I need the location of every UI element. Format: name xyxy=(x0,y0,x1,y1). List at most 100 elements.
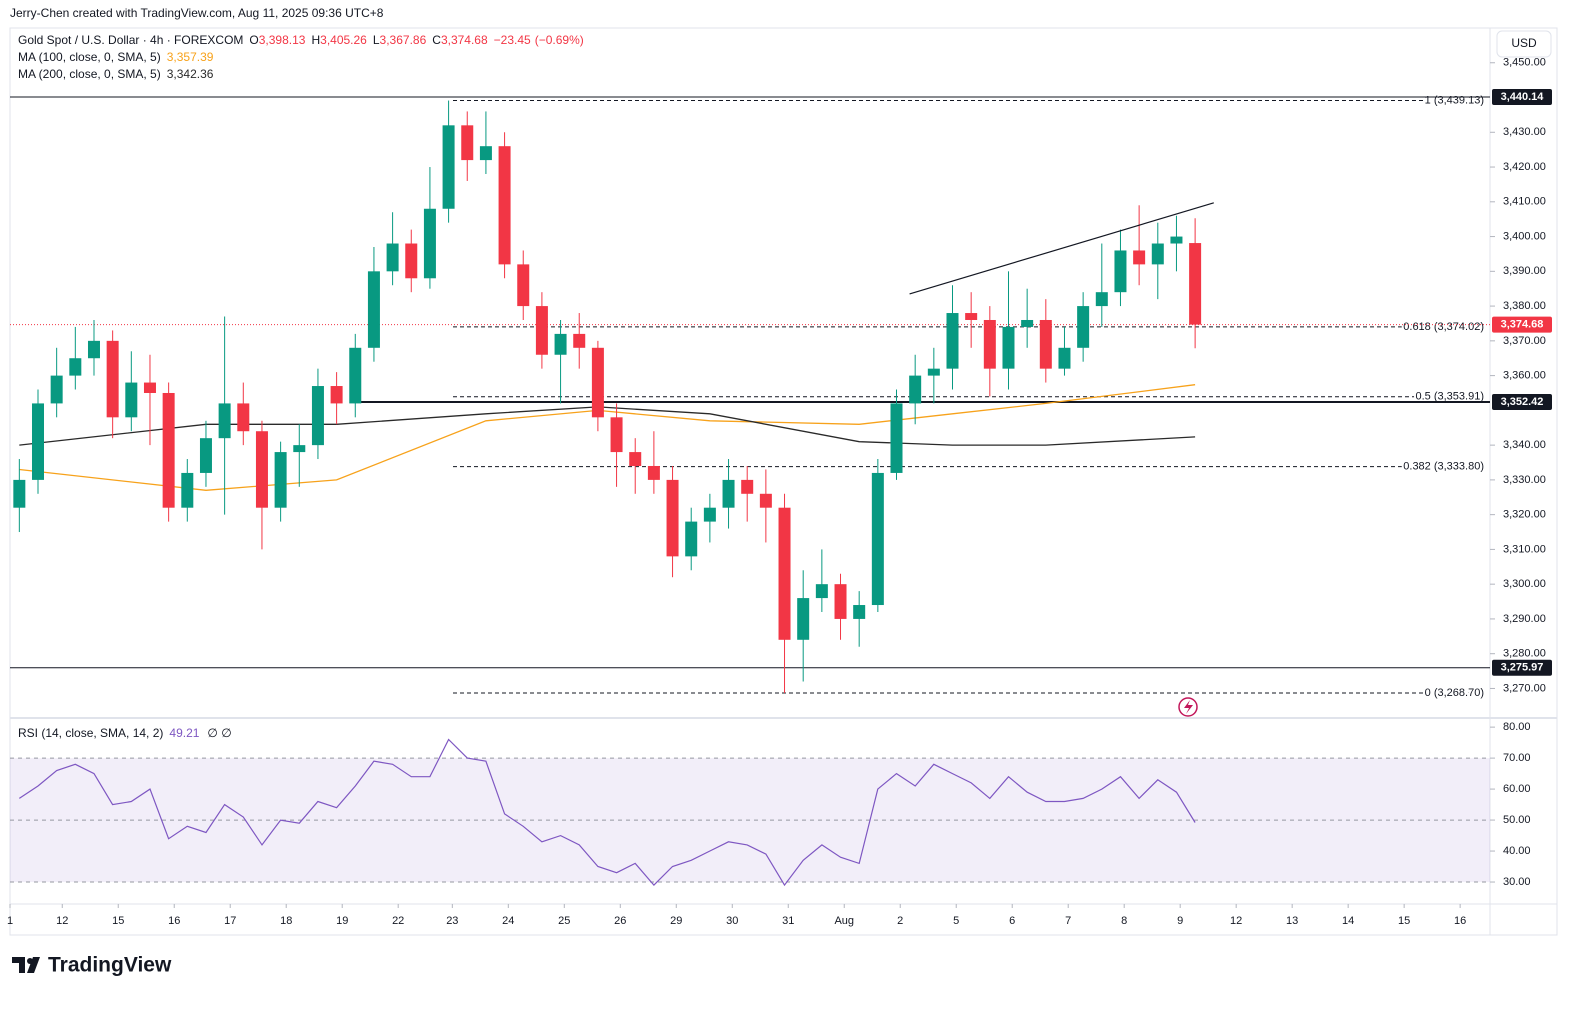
x-tick-label: 5 xyxy=(953,915,959,927)
candle-body xyxy=(1114,250,1127,293)
x-tick-label: 22 xyxy=(392,915,404,927)
candle-body xyxy=(909,375,922,404)
x-tick-label: 8 xyxy=(1121,915,1127,927)
candle-body xyxy=(759,493,772,508)
legend-ma: MA (100, close, 0, SMA, 5) 3,357.39 xyxy=(18,50,214,64)
x-tick-label: 16 xyxy=(168,915,180,927)
candle-body xyxy=(573,333,586,348)
candle-body xyxy=(797,598,810,640)
x-tick-label: 24 xyxy=(502,915,514,927)
x-tick-label: 18 xyxy=(280,915,292,927)
ohlc-label: L xyxy=(373,33,380,47)
y-tick-label: 3,410.00 xyxy=(1503,196,1546,208)
y-tick-label: 3,380.00 xyxy=(1503,300,1546,312)
candle-body xyxy=(871,472,884,606)
ohlc-value: 3,405.26 xyxy=(320,33,367,47)
x-tick-label: 1 xyxy=(7,915,13,927)
candle-body xyxy=(535,306,548,355)
candle-body xyxy=(1077,306,1090,348)
x-tick-label: 7 xyxy=(1065,915,1071,927)
x-tick-label: 2 xyxy=(897,915,903,927)
candle-body xyxy=(703,507,716,522)
candle-body xyxy=(554,333,567,355)
x-tick-label: 30 xyxy=(726,915,738,927)
candle-body xyxy=(311,386,324,446)
x-tick-label: 26 xyxy=(614,915,626,927)
ma-name: MA (200, close, 0, SMA, 5) xyxy=(18,67,161,81)
candle-body xyxy=(1151,243,1164,265)
currency-button[interactable] xyxy=(1496,30,1552,58)
candle-body xyxy=(479,146,492,161)
fib-label: 1 (3,439.13) xyxy=(1425,94,1484,106)
candle-body xyxy=(815,584,828,599)
legend: Gold Spot / U.S. Dollar · 4h · FOREXCOM O… xyxy=(18,33,584,740)
ohlc-label: O xyxy=(249,33,258,47)
ma-value: 3,342.36 xyxy=(167,67,214,81)
candle-body xyxy=(927,368,940,376)
x-tick-label: 17 xyxy=(224,915,236,927)
y-tick-label: 3,420.00 xyxy=(1503,161,1546,173)
y-tick-label: 60.00 xyxy=(1503,783,1531,795)
y-tick-label: 3,370.00 xyxy=(1503,335,1546,347)
x-tick-label: 12 xyxy=(1230,915,1242,927)
candle-body xyxy=(1095,292,1108,307)
ohlc-value: 3,367.86 xyxy=(380,33,427,47)
x-tick-label: 9 xyxy=(1177,915,1183,927)
candle-body xyxy=(386,243,399,272)
legend-title: Gold Spot / U.S. Dollar · 4h · FOREXCOM O… xyxy=(18,33,584,47)
y-tick-label: 3,300.00 xyxy=(1503,578,1546,590)
candle-body xyxy=(218,403,231,439)
candle-body xyxy=(13,479,26,508)
x-tick-label: 31 xyxy=(782,915,794,927)
fib-label: 0.382 (3,333.80) xyxy=(1403,461,1484,473)
fib-label: 0.618 (3,374.02) xyxy=(1403,321,1484,333)
y-tick-label: 3,280.00 xyxy=(1503,648,1546,660)
y-tick-label: 30.00 xyxy=(1503,876,1531,888)
candle-body xyxy=(255,431,268,508)
y-tick-label: 3,270.00 xyxy=(1503,682,1546,694)
candle-body xyxy=(1170,236,1183,244)
candle-body xyxy=(31,403,44,480)
candle-body xyxy=(125,382,138,418)
candle-body xyxy=(405,243,418,279)
y-tick-label: 3,330.00 xyxy=(1503,474,1546,486)
y-tick-label: 3,390.00 xyxy=(1503,265,1546,277)
candle-body xyxy=(498,146,511,265)
legend-ma: MA (200, close, 0, SMA, 5) 3,342.36 xyxy=(18,67,214,81)
candle-body xyxy=(853,605,866,619)
candle-body xyxy=(946,313,959,369)
x-tick-label: 16 xyxy=(1454,915,1466,927)
ma-value: 3,357.39 xyxy=(167,50,214,64)
x-tick-label: 29 xyxy=(670,915,682,927)
candle-body xyxy=(666,479,679,557)
candle-body xyxy=(1021,319,1034,327)
candle-body xyxy=(647,465,660,480)
current-price-label: 3,374.68 xyxy=(1501,318,1544,330)
logo-icon xyxy=(12,957,40,973)
y-tick-label: 70.00 xyxy=(1503,752,1531,764)
trendline xyxy=(909,202,1214,295)
event-icon[interactable] xyxy=(1178,697,1198,717)
y-tick-label: 3,340.00 xyxy=(1503,439,1546,451)
candle-body xyxy=(1058,347,1071,369)
x-tick-label: 14 xyxy=(1342,915,1354,927)
logo-dot xyxy=(27,958,33,964)
candle-body xyxy=(106,340,119,418)
price-tag-label: 3,440.14 xyxy=(1501,91,1545,103)
change-pct: (−0.69%) xyxy=(535,33,584,47)
y-tick-label: 3,400.00 xyxy=(1503,230,1546,242)
candle-body xyxy=(274,452,287,508)
candle-body xyxy=(629,452,642,466)
candle-body xyxy=(87,340,100,359)
rsi-extra: ∅ ∅ xyxy=(207,726,231,740)
currency[interactable]: USD xyxy=(1511,36,1537,50)
moving-average xyxy=(19,384,1196,491)
x-tick-label: 19 xyxy=(336,915,348,927)
rsi-value: 49.21 xyxy=(169,726,199,740)
candle-body xyxy=(965,313,978,320)
candle-body xyxy=(1002,326,1015,369)
candle-body xyxy=(778,507,791,640)
candle-body xyxy=(1039,319,1052,369)
y-tick-label: 3,320.00 xyxy=(1503,509,1546,521)
